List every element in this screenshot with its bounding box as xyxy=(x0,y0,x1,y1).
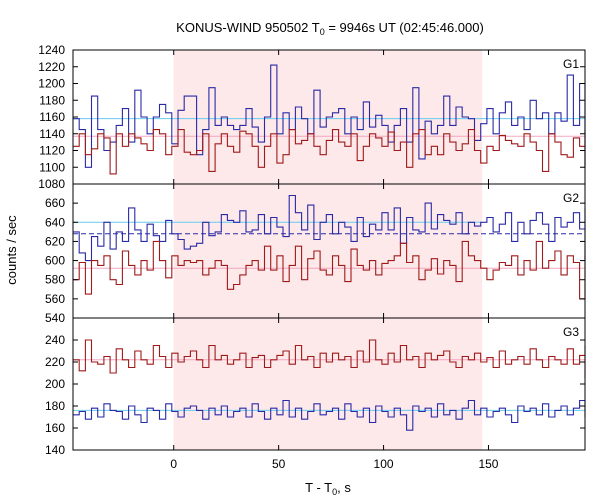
y-tick-label: 1240 xyxy=(38,43,65,57)
chart-title: KONUS-WIND 950502 T0 = 9946s UT (02:45:4… xyxy=(176,20,484,37)
chart-title-tail: = 9946s UT (02:45:46.000) xyxy=(325,20,484,35)
series-line-red xyxy=(73,339,586,379)
panel-g1: 1080 1100 1120 1140 1160 1180 1200 1220 1240 G1 xyxy=(38,43,586,191)
y-tick-label: 540 xyxy=(45,311,65,325)
x-axis-label: T - T0, s xyxy=(305,480,351,497)
x-axis-label-main: T - T xyxy=(305,480,332,495)
x-tick-label: 50 xyxy=(272,457,286,471)
y-tick-label: 200 xyxy=(45,377,65,391)
y-tick-label: 560 xyxy=(45,292,65,306)
y-tick-label: 1200 xyxy=(38,77,65,91)
y-tick-label: 1180 xyxy=(39,93,65,107)
source-interval-shade xyxy=(173,184,483,318)
panel-label: G2 xyxy=(563,191,579,205)
y-tick-label: 180 xyxy=(45,399,65,413)
y-axis-label: counts / sec xyxy=(4,215,19,285)
y-tick-label: 660 xyxy=(45,196,65,210)
y-tick-label: 1100 xyxy=(39,160,65,174)
x-axis-label-tail: , s xyxy=(337,480,351,495)
y-tick-label: 240 xyxy=(45,333,65,347)
y-tick-label: 1220 xyxy=(38,60,65,74)
series-line-red xyxy=(73,129,586,175)
series-line-red xyxy=(73,240,586,300)
panel-g2: 540 560 580 600 620 640 660 G2 xyxy=(45,183,586,325)
panel-label: G1 xyxy=(563,57,579,71)
y-tick-label: 580 xyxy=(45,273,65,287)
source-interval-shade xyxy=(173,318,483,450)
y-tick-label: 1120 xyxy=(39,144,65,158)
y-tick-label: 1080 xyxy=(38,177,65,191)
y-tick-label: 140 xyxy=(45,443,65,457)
panel-g3: 140 160 180 200 220 240 0 50 100 150 G3 xyxy=(45,317,586,471)
y-tick-label: 160 xyxy=(45,421,65,435)
y-tick-label: 600 xyxy=(45,254,65,268)
series-line-blue xyxy=(73,64,586,168)
x-axis-label-subscript: 0 xyxy=(332,487,337,497)
y-tick-label: 1140 xyxy=(39,127,65,141)
chart-title-main: KONUS-WIND 950502 T xyxy=(176,20,320,35)
chart-title-subscript: 0 xyxy=(320,27,325,37)
series-line-blue xyxy=(73,399,586,431)
x-tick-label: 100 xyxy=(374,457,394,471)
series-line-blue xyxy=(73,194,586,262)
x-tick-label: 0 xyxy=(170,457,177,471)
y-tick-label: 620 xyxy=(45,234,65,248)
y-tick-label: 640 xyxy=(45,215,65,229)
panels-group: 1080 1100 1120 1140 1160 1180 1200 1220 1240 G1 54… xyxy=(38,43,586,471)
y-tick-label: 220 xyxy=(45,355,65,369)
panel-label: G3 xyxy=(563,325,579,339)
x-tick-label: 150 xyxy=(478,457,498,471)
y-tick-label: 1160 xyxy=(39,110,65,124)
